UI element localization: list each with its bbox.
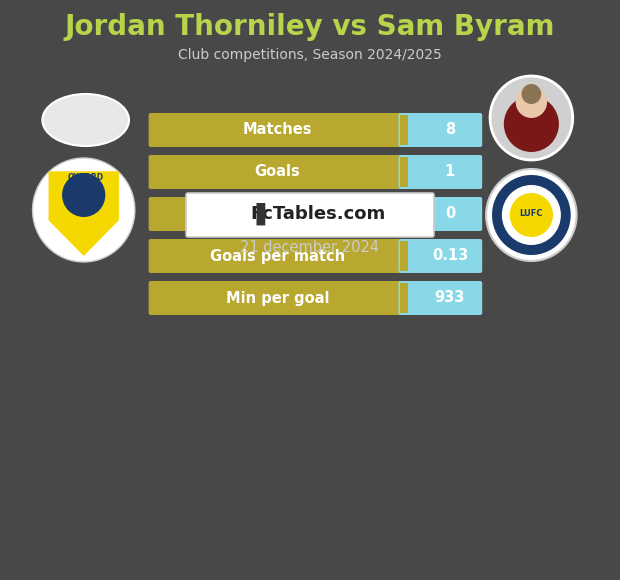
FancyBboxPatch shape: [149, 239, 406, 273]
FancyBboxPatch shape: [399, 197, 482, 231]
Text: Jordan Thorniley vs Sam Byram: Jordan Thorniley vs Sam Byram: [64, 13, 556, 41]
FancyBboxPatch shape: [399, 281, 482, 315]
FancyBboxPatch shape: [149, 281, 406, 315]
Text: Matches: Matches: [243, 122, 312, 137]
Text: 8: 8: [445, 122, 455, 137]
Bar: [401, 115, 409, 145]
Circle shape: [62, 173, 105, 217]
Text: 1: 1: [445, 165, 455, 179]
FancyBboxPatch shape: [149, 155, 406, 189]
Circle shape: [492, 175, 571, 255]
Bar: [401, 241, 409, 271]
Text: UNITED: UNITED: [70, 183, 102, 193]
Ellipse shape: [42, 94, 129, 146]
FancyBboxPatch shape: [149, 113, 406, 147]
FancyBboxPatch shape: [149, 197, 406, 231]
Text: OXFORD: OXFORD: [68, 173, 104, 183]
Text: Goals: Goals: [255, 165, 300, 179]
Text: Min per goal: Min per goal: [226, 291, 329, 306]
Circle shape: [502, 185, 561, 245]
Circle shape: [490, 76, 573, 160]
Text: Club competitions, Season 2024/2025: Club competitions, Season 2024/2025: [178, 48, 442, 62]
Text: 0.13: 0.13: [432, 248, 468, 263]
Polygon shape: [49, 172, 118, 255]
Circle shape: [516, 86, 547, 118]
Circle shape: [486, 169, 577, 261]
Text: FcTables.com: FcTables.com: [250, 205, 386, 223]
Circle shape: [510, 193, 553, 237]
Text: 0: 0: [445, 206, 455, 222]
FancyBboxPatch shape: [399, 155, 482, 189]
Circle shape: [521, 84, 541, 104]
Text: ▐: ▐: [247, 203, 265, 225]
FancyBboxPatch shape: [399, 239, 482, 273]
Bar: [401, 283, 409, 313]
Circle shape: [504, 96, 559, 152]
Text: LUFC: LUFC: [520, 208, 543, 218]
Bar: [401, 157, 409, 187]
Text: Hattricks: Hattricks: [240, 206, 316, 222]
Text: 933: 933: [435, 291, 465, 306]
Bar: [401, 199, 409, 229]
Text: 21 december 2024: 21 december 2024: [241, 240, 379, 255]
Circle shape: [32, 158, 135, 262]
Text: Goals per match: Goals per match: [210, 248, 345, 263]
FancyBboxPatch shape: [186, 193, 434, 237]
FancyBboxPatch shape: [399, 113, 482, 147]
